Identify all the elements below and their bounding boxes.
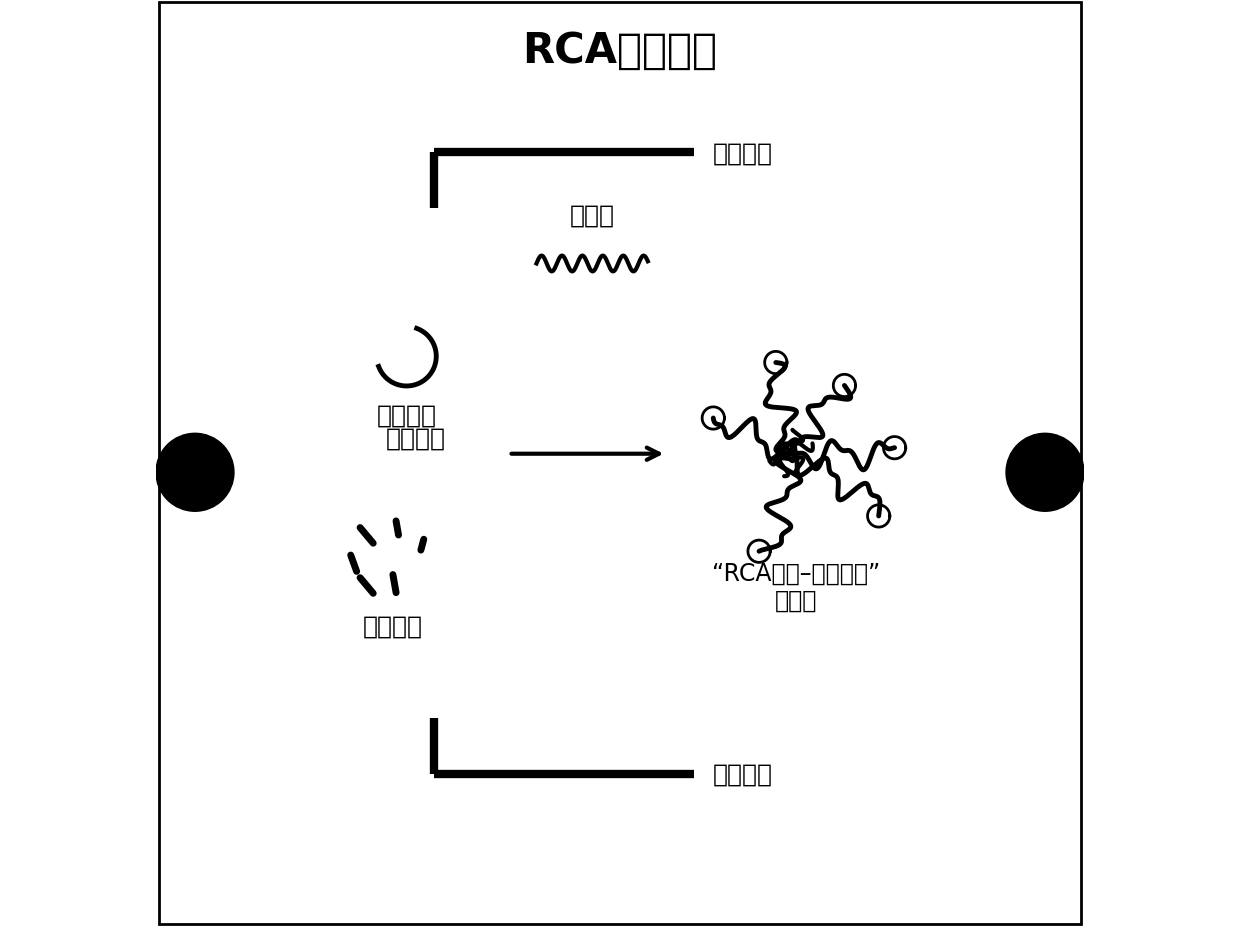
Text: 靶序列: 靶序列 bbox=[569, 203, 615, 227]
Text: 控制阀门: 控制阀门 bbox=[713, 141, 773, 165]
Text: 锁式探针: 锁式探针 bbox=[377, 403, 436, 427]
Circle shape bbox=[156, 434, 234, 512]
Text: 控制阀门: 控制阀门 bbox=[713, 762, 773, 786]
Text: 捕获探针: 捕获探针 bbox=[362, 614, 423, 638]
Text: 纳米颗粒: 纳米颗粒 bbox=[386, 426, 446, 451]
Circle shape bbox=[1006, 434, 1084, 512]
Text: RCA反应模块: RCA反应模块 bbox=[522, 30, 718, 72]
Text: “RCA产物–纳米颗粒”
聚合物: “RCA产物–纳米颗粒” 聚合物 bbox=[712, 561, 880, 613]
